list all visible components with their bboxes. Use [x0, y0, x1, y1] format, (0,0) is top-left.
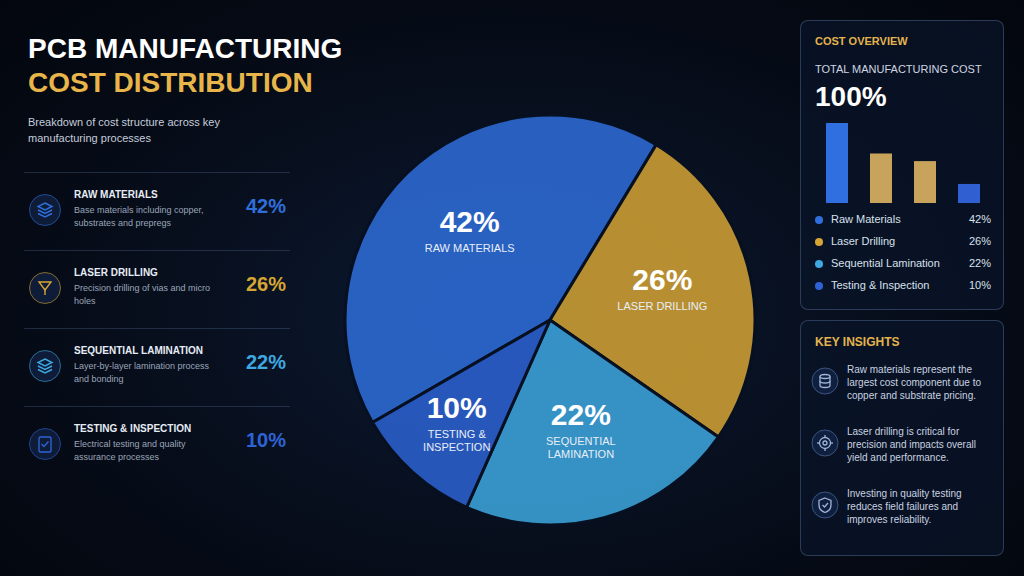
- html-text:SEQUENTIAL LAMINATION: SEQUENTIAL LAMINATION: [74, 345, 204, 356]
- html-text:Sequential Lamination: Sequential Lamination: [831, 257, 940, 269]
- html-text:LASER DRILLING: LASER DRILLING: [74, 267, 158, 278]
- html-text:10%: 10%: [246, 429, 286, 451]
- svg-text:SEQUENTIAL: SEQUENTIAL: [546, 435, 616, 447]
- html-text:26%: 26%: [246, 273, 286, 295]
- html-text:10%: 10%: [969, 279, 991, 291]
- html-text:Raw materials represent the la: Raw materials represent the largest cost…: [847, 364, 981, 401]
- html-text:Laser drilling is critical for: Laser drilling is critical for precision…: [847, 426, 976, 463]
- svg-text:RAW MATERIALS: RAW MATERIALS: [425, 242, 515, 254]
- svg-text:INSPECTION: INSPECTION: [423, 441, 490, 453]
- html-text:Breakdown of cost structure ac: Breakdown of cost structure across key m…: [28, 116, 220, 144]
- html-text:Laser Drilling: Laser Drilling: [831, 235, 896, 247]
- svg-text:22%: 22%: [551, 398, 611, 431]
- svg-text:LAMINATION: LAMINATION: [548, 448, 614, 460]
- html-text:Investing in quality testing r: Investing in quality testing reduces fie…: [847, 488, 962, 525]
- svg-text:TESTING &: TESTING &: [428, 428, 487, 440]
- html-text:100%: 100%: [815, 81, 887, 112]
- html-text:22%: 22%: [246, 351, 286, 373]
- html-text:TESTING & INSPECTION: TESTING & INSPECTION: [74, 423, 192, 434]
- html-text:Testing & Inspection: Testing & Inspection: [831, 279, 930, 291]
- html-text:RAW MATERIALS: RAW MATERIALS: [74, 189, 158, 200]
- html-text:22%: 22%: [969, 257, 991, 269]
- html-text:PCB MANUFACTURING: PCB MANUFACTURING: [28, 33, 343, 64]
- svg-text:10%: 10%: [427, 391, 487, 424]
- html-text:Layer-by-layer lamination proc: Layer-by-layer lamination process and bo…: [74, 361, 210, 384]
- html-text:KEY INSIGHTS: KEY INSIGHTS: [815, 335, 900, 349]
- html-text:42%: 42%: [246, 195, 286, 217]
- html-text:Raw Materials: Raw Materials: [831, 213, 901, 225]
- html-text:COST DISTRIBUTION: COST DISTRIBUTION: [28, 67, 313, 98]
- html-text:42%: 42%: [969, 213, 991, 225]
- html-text:Electrical testing and quality: Electrical testing and quality assurance…: [74, 439, 186, 462]
- svg-text:26%: 26%: [632, 263, 692, 296]
- html-text:26%: 26%: [969, 235, 991, 247]
- html-text:Base materials including coppe: Base materials including copper, substra…: [74, 205, 204, 228]
- svg-text:LASER DRILLING: LASER DRILLING: [617, 300, 707, 312]
- html-text:Precision drilling of vias and: Precision drilling of vias and micro hol…: [74, 283, 211, 306]
- svg-text:42%: 42%: [440, 205, 500, 238]
- html-text:TOTAL MANUFACTURING COST: TOTAL MANUFACTURING COST: [815, 63, 982, 75]
- html-text:COST OVERVIEW: COST OVERVIEW: [815, 35, 908, 47]
